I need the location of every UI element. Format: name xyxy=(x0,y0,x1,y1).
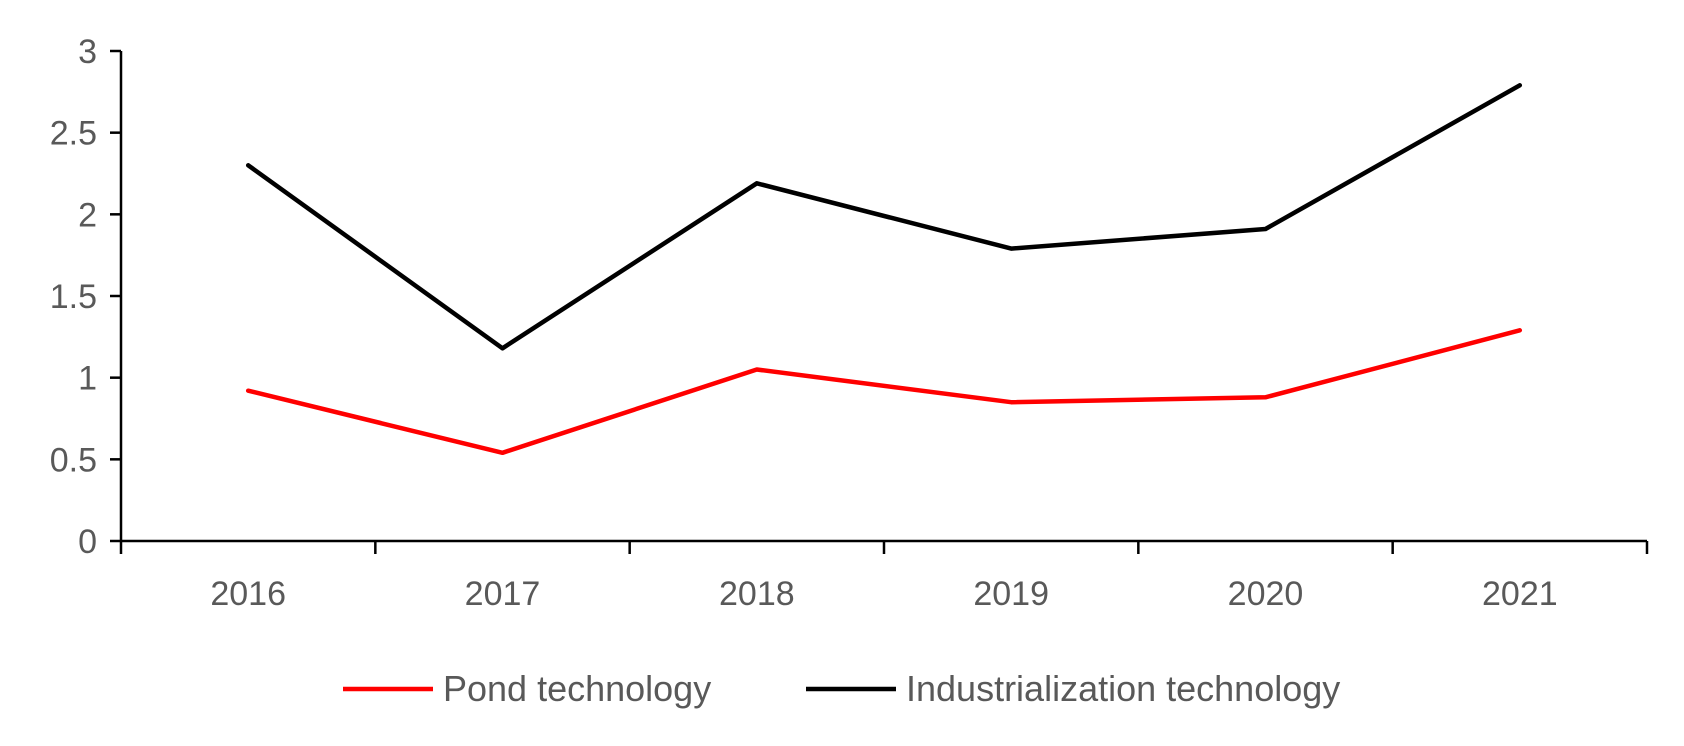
legend: Pond technology Industrialization technol… xyxy=(343,668,1340,709)
x-tick-label: 2020 xyxy=(1228,575,1304,613)
series-lines xyxy=(245,83,1523,456)
y-tick-label: 0 xyxy=(78,523,97,561)
y-axis: 0 0.5 1 1.5 2 2.5 3 xyxy=(50,33,123,561)
x-tick-label: 2017 xyxy=(465,575,541,613)
y-tick-label: 1 xyxy=(78,360,97,398)
series-line-pond-technology xyxy=(245,328,1523,456)
x-tick-label: 2018 xyxy=(719,575,795,613)
y-tick-label: 3 xyxy=(78,33,97,71)
y-tick-label: 2 xyxy=(78,196,97,234)
series-line-industrialization-technology xyxy=(245,83,1523,351)
y-tick-label: 1.5 xyxy=(50,278,97,316)
x-tick-label: 2021 xyxy=(1482,575,1558,613)
x-tick-label: 2019 xyxy=(973,575,1049,613)
y-tick-label: 0.5 xyxy=(50,441,97,479)
legend-label-pond-technology: Pond technology xyxy=(443,668,711,709)
x-axis: 2016 2017 2018 2019 2020 2021 xyxy=(119,539,1649,613)
x-tick-label: 2016 xyxy=(210,575,286,613)
legend-label-industrialization-technology: Industrialization technology xyxy=(906,668,1340,709)
y-tick-label: 2.5 xyxy=(50,115,97,153)
